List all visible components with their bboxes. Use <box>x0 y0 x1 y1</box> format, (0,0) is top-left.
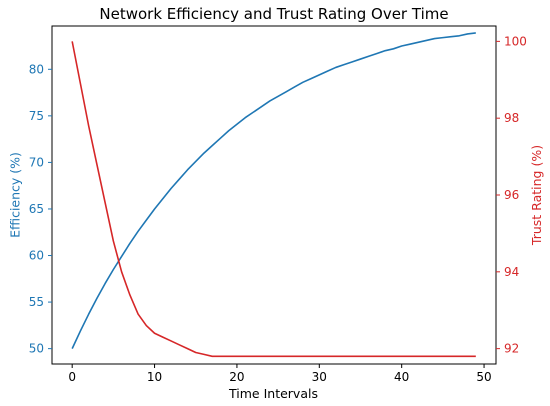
efficiency-series-line <box>71 32 476 349</box>
x-tick-label: 10 <box>147 370 162 384</box>
left-axis-title: Efficiency (%) <box>8 152 23 238</box>
x-tick-label: 40 <box>394 370 409 384</box>
right-y-tick-label: 100 <box>504 34 527 48</box>
right-axis-title: Trust Rating (%) <box>529 145 544 246</box>
x-tick-label: 50 <box>476 370 491 384</box>
plot-area: 0 10 20 30 40 50 50 55 60 65 70 75 80 92 94 96 98 100 <box>29 25 527 384</box>
left-y-tick-label: 65 <box>29 202 44 216</box>
x-tick-label: 30 <box>312 370 327 384</box>
right-y-tick-label: 92 <box>504 342 519 356</box>
left-y-tick-label: 60 <box>29 249 44 263</box>
trust-rating-series-line <box>71 41 476 358</box>
right-y-tick-label: 98 <box>504 111 519 125</box>
right-y-tick-label: 94 <box>504 265 519 279</box>
left-y-tick-label: 75 <box>29 109 44 123</box>
x-axis-title: Time Intervals <box>228 386 318 401</box>
right-y-tick-label: 96 <box>504 188 519 202</box>
left-y-tick-label: 70 <box>29 155 44 169</box>
left-y-tick-label: 80 <box>29 62 44 76</box>
x-tick-label: 0 <box>68 370 76 384</box>
chart-title: Network Efficiency and Trust Rating Over… <box>99 5 448 23</box>
x-tick-label: 20 <box>229 370 244 384</box>
left-y-tick-label: 55 <box>29 295 44 309</box>
left-y-tick-label: 50 <box>29 342 44 356</box>
